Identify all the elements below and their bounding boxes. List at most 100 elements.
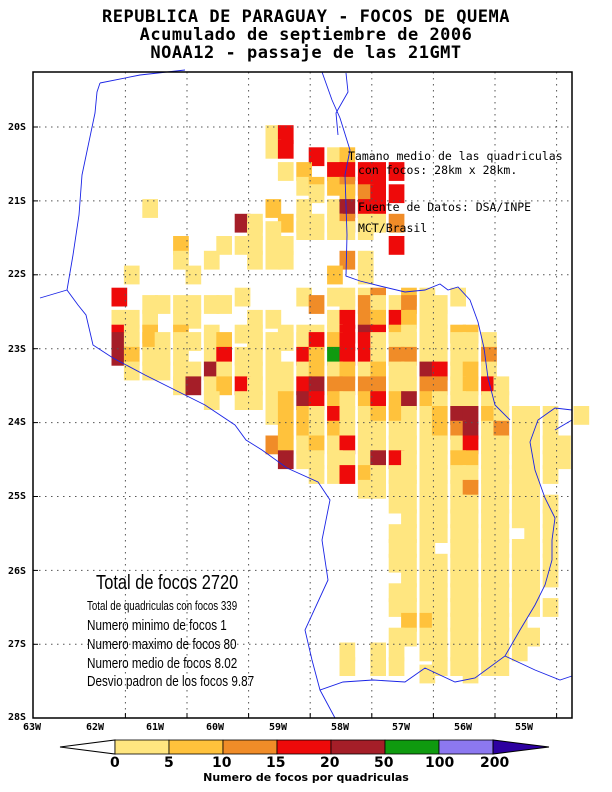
- fire-cell: [419, 479, 436, 499]
- fire-cell: [524, 494, 540, 514]
- fire-cell: [247, 346, 263, 366]
- fire-cell: [327, 450, 343, 470]
- fire-cell: [327, 265, 343, 285]
- fire-cell: [419, 539, 436, 558]
- stat-min: Numero minimo de focos 1: [87, 617, 227, 634]
- fire-cell: [339, 250, 356, 270]
- fire-cell: [419, 524, 436, 543]
- fire-cell: [357, 450, 374, 470]
- fire-cell: [247, 391, 263, 410]
- fire-cell: [462, 553, 479, 573]
- fire-cell: [234, 361, 251, 381]
- colorbar-swatch: [222, 739, 278, 755]
- fire-cell: [542, 568, 559, 588]
- fire-cell: [450, 361, 466, 381]
- fire-cell: [357, 332, 374, 351]
- colorbar-label-10: 10: [212, 755, 232, 771]
- fire-cell: [296, 450, 312, 470]
- fire-cell: [431, 406, 448, 425]
- fire-cell: [216, 346, 232, 366]
- fire-cell: [401, 479, 417, 499]
- fire-cell: [327, 332, 343, 351]
- fire-cell: [296, 221, 312, 240]
- fire-cell: [277, 250, 294, 270]
- fire-cell: [481, 494, 497, 514]
- fire-cell: [308, 391, 325, 410]
- fire-cell: [542, 494, 559, 514]
- fire-cell: [370, 642, 386, 662]
- fire-cell: [339, 391, 356, 410]
- fire-cell: [265, 221, 282, 240]
- fire-cell: [370, 309, 386, 329]
- fire-cell: [524, 568, 540, 588]
- fire-cell: [388, 184, 405, 204]
- fire-cell: [388, 450, 405, 470]
- fire-cell: [450, 332, 466, 351]
- fire-cell: [388, 627, 405, 647]
- fire-cell: [419, 627, 436, 647]
- fire-cell: [419, 450, 436, 470]
- fire-cell: [154, 295, 171, 314]
- fire-cell: [542, 420, 559, 440]
- fire-cell: [265, 139, 282, 159]
- fire-cell: [339, 199, 356, 218]
- fire-cell: [493, 627, 510, 647]
- fire-cell: [481, 583, 497, 603]
- fire-cell: [327, 435, 343, 455]
- fire-cell: [450, 583, 466, 603]
- fire-grid-cells: [111, 125, 590, 684]
- lat-label-20s: 20S: [8, 122, 27, 133]
- east-border: [554, 419, 573, 431]
- lon-label-62w: 62W: [86, 722, 105, 733]
- fire-cell: [419, 583, 436, 603]
- fire-cell: [388, 642, 405, 662]
- fire-cell: [431, 309, 448, 329]
- fire-cell: [401, 420, 417, 440]
- fire-cell: [370, 376, 386, 396]
- fire-cell: [185, 332, 202, 351]
- fire-cell: [247, 221, 263, 240]
- fire-cell: [327, 420, 343, 440]
- fire-cell: [524, 450, 540, 470]
- fire-cell: [419, 509, 436, 529]
- fire-cell: [524, 539, 540, 558]
- fire-cell: [481, 553, 497, 573]
- fire-cell: [419, 361, 436, 381]
- fire-cell: [419, 612, 436, 632]
- fire-cell: [419, 346, 436, 366]
- fire-cell: [327, 361, 343, 381]
- fire-cell: [296, 376, 312, 396]
- colorbar-swatch: [114, 739, 170, 755]
- fire-cell: [265, 361, 282, 381]
- fire-cell: [419, 553, 436, 573]
- fire-cell: [401, 435, 417, 455]
- fire-cell: [216, 361, 232, 381]
- fire-cell: [265, 332, 282, 351]
- fire-cell: [493, 612, 510, 632]
- fire-cell: [431, 568, 448, 588]
- fire-cell: [277, 332, 294, 351]
- fire-cell: [481, 435, 497, 455]
- fire-cell: [388, 553, 405, 573]
- fire-cell: [339, 346, 356, 366]
- lat-label-21s: 21S: [8, 196, 27, 207]
- fire-cell: [357, 465, 374, 484]
- fire-cell: [493, 420, 510, 440]
- cell-size-note-line1: Tamano medio de las quadriculas: [348, 149, 563, 163]
- fire-cell: [327, 376, 343, 396]
- fire-cell: [481, 420, 497, 440]
- fire-cell: [339, 361, 356, 381]
- fire-cell: [431, 583, 448, 603]
- fire-cell: [370, 450, 386, 470]
- fire-cell: [357, 265, 374, 285]
- fire-cell: [401, 309, 417, 329]
- fire-cell: [431, 509, 448, 529]
- colorbar-title: Numero de focos por quadriculas: [203, 771, 409, 784]
- fire-cell: [462, 524, 479, 543]
- total-fires: Total de focos 2720: [96, 572, 239, 594]
- fire-cell: [419, 664, 436, 684]
- colorbar-swatch: [276, 739, 332, 755]
- fire-cell: [247, 309, 263, 329]
- map-title: REPUBLICA DE PARAGUAY - FOCOS DE QUEMA: [102, 7, 510, 27]
